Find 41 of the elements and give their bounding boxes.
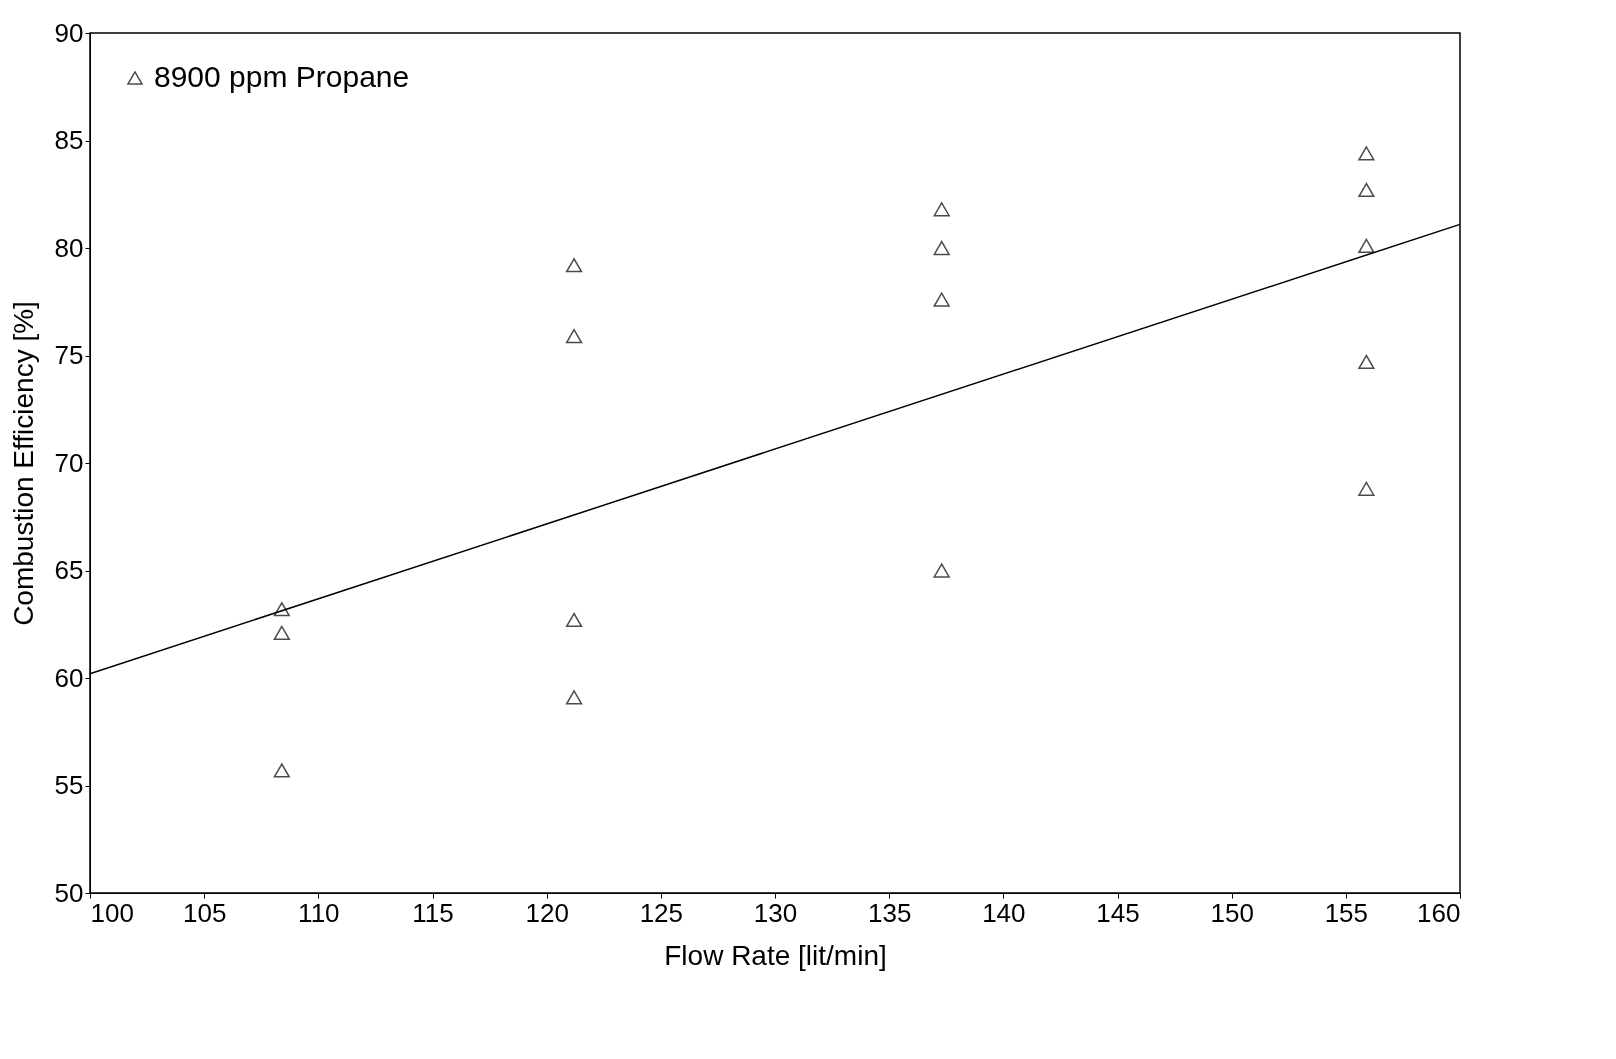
x-tick-label: 125 [639, 897, 684, 928]
point [273, 625, 290, 641]
point [565, 258, 583, 273]
y-tick-label: 50 [54, 877, 84, 908]
y-tick-label: 70 [54, 447, 84, 478]
point [933, 202, 950, 217]
legend-label: 8900 ppm Propane [154, 60, 410, 93]
y-tick-label: 80 [54, 232, 84, 263]
point [1358, 354, 1375, 370]
y-tick-label: 85 [54, 125, 84, 155]
point [933, 292, 950, 307]
point [273, 763, 290, 778]
x-tick-label: 150 [1210, 897, 1254, 928]
x-tick-label: 155 [1324, 897, 1369, 928]
y-axis-title: Combustion Efficiency [%] [7, 301, 39, 626]
point [933, 563, 950, 578]
point [1358, 146, 1375, 161]
y-tick-label: 90 [54, 17, 84, 48]
y-tick-label: 75 [54, 340, 84, 370]
point [565, 690, 583, 705]
x-tick-label: 135 [867, 897, 912, 928]
x-tick-label: 105 [182, 897, 227, 928]
point [1358, 238, 1375, 254]
point [273, 602, 290, 617]
y-tick-label: 60 [54, 662, 84, 693]
x-tick-label: 110 [298, 897, 340, 928]
point [565, 612, 583, 628]
x-tick-label: 100 [90, 897, 134, 928]
x-axis-title: Flow Rate [lit/min] [664, 939, 887, 971]
x-tick-label: 140 [982, 897, 1026, 928]
y-tick-label: 55 [54, 770, 84, 800]
x-tick-label: 160 [1417, 897, 1461, 928]
x-tick-label: 115 [412, 897, 454, 928]
x-tick-label: 130 [753, 897, 798, 928]
point [1358, 182, 1375, 198]
x-tick-label: 145 [1096, 897, 1140, 928]
x-tick-label: 120 [525, 897, 569, 928]
y-tick-label: 65 [54, 555, 84, 585]
point [933, 240, 950, 256]
point [1358, 481, 1375, 496]
point [565, 328, 583, 344]
